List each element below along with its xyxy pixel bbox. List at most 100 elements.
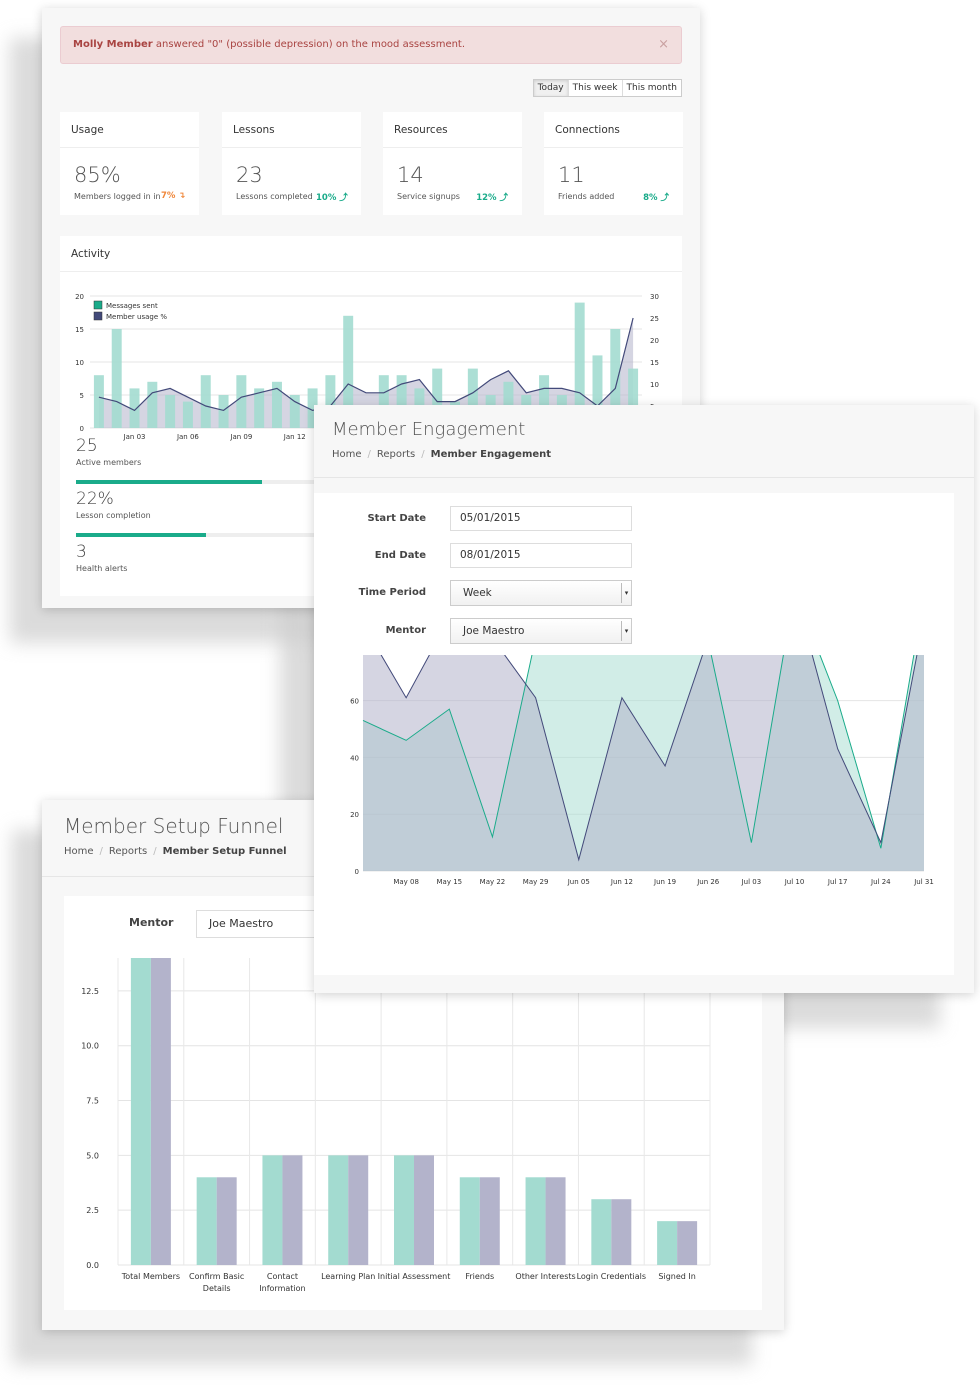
messages-bar bbox=[200, 375, 211, 428]
y-tick-label: 60 bbox=[350, 698, 359, 706]
card-delta: 10% ⤴ bbox=[316, 193, 348, 203]
breadcrumb-current: Member Setup Funnel bbox=[162, 846, 287, 857]
stat-label: Health alerts bbox=[76, 564, 128, 573]
y2-tick-label: 25 bbox=[650, 315, 659, 323]
breadcrumb-home[interactable]: Home bbox=[332, 449, 362, 460]
funnel-bar bbox=[348, 1155, 369, 1265]
y-tick-label: 0.0 bbox=[86, 1261, 99, 1270]
legend-label: Member usage % bbox=[106, 313, 167, 321]
funnel-bar bbox=[677, 1221, 698, 1265]
y-tick-label: 5.0 bbox=[86, 1151, 99, 1160]
messages-bar bbox=[129, 388, 140, 428]
messages-bar bbox=[218, 395, 229, 428]
funnel-bar bbox=[216, 1177, 237, 1265]
active-members-stat: 25 Active members bbox=[76, 436, 141, 467]
chevron-down-icon: ▾ bbox=[621, 583, 631, 603]
funnel-bar bbox=[657, 1221, 678, 1265]
messages-bar bbox=[574, 302, 585, 428]
chevron-down-icon: ▾ bbox=[621, 621, 631, 641]
series-line bbox=[380, 655, 918, 862]
card-subtitle: Service signups bbox=[397, 192, 460, 201]
breadcrumb-reports[interactable]: Reports bbox=[108, 846, 148, 857]
active-members-progress bbox=[76, 480, 376, 484]
funnel-bar bbox=[262, 1155, 283, 1265]
y-tick-label: 7.5 bbox=[86, 1097, 99, 1106]
x-tick-label: May 08 bbox=[393, 878, 419, 886]
breadcrumb-current: Member Engagement bbox=[430, 449, 552, 460]
end-date-input[interactable]: 08/01/2015 bbox=[450, 543, 632, 568]
y-tick-label: 5 bbox=[80, 392, 84, 400]
card-value: 14 bbox=[397, 163, 424, 187]
breadcrumb: Home / Reports / Member Setup Funnel bbox=[64, 846, 287, 857]
y-tick-label: 10.0 bbox=[81, 1042, 99, 1051]
messages-bar bbox=[307, 388, 318, 428]
time-period-select[interactable]: Week ▾ bbox=[450, 580, 632, 606]
divider bbox=[314, 477, 974, 478]
mentor-select[interactable]: Joe Maestro bbox=[196, 910, 396, 938]
resources-card: Resources 14 Service signups 12% ⤴ bbox=[383, 112, 522, 215]
funnel-bar bbox=[130, 958, 151, 1265]
close-icon[interactable]: × bbox=[658, 37, 669, 52]
messages-bar bbox=[182, 401, 193, 428]
range-week-button[interactable]: This week bbox=[567, 80, 622, 96]
stat-label: Active members bbox=[76, 458, 142, 467]
funnel-bar bbox=[282, 1155, 303, 1265]
y-tick-label: 0 bbox=[355, 868, 359, 876]
breadcrumb-reports[interactable]: Reports bbox=[376, 449, 416, 460]
messages-bar bbox=[467, 368, 478, 428]
start-date-input[interactable]: 05/01/2015 bbox=[450, 506, 632, 531]
select-value: Joe Maestro bbox=[463, 625, 525, 637]
y2-tick-label: 20 bbox=[650, 337, 659, 345]
y-tick-label: 20 bbox=[350, 811, 359, 819]
x-tick-label: Friends bbox=[465, 1272, 494, 1281]
alert-member-name[interactable]: Molly Member bbox=[73, 39, 153, 50]
select-value: Week bbox=[463, 587, 492, 599]
messages-bar bbox=[236, 375, 247, 428]
x-tick-label: Confirm Basic bbox=[189, 1272, 244, 1281]
breadcrumb-home[interactable]: Home bbox=[64, 846, 94, 857]
card-delta: 7% ↴ bbox=[161, 191, 186, 201]
card-value: 23 bbox=[236, 163, 263, 187]
messages-bar bbox=[325, 375, 336, 428]
x-tick-label: Jul 24 bbox=[870, 878, 891, 886]
funnel-chart: 0.0 2.5 5.0 7.5 10.0 12.5 Total Members Confirm… bbox=[81, 958, 711, 1293]
stat-value: 22% bbox=[76, 489, 114, 509]
messages-bar bbox=[432, 368, 443, 428]
funnel-bar bbox=[479, 1177, 500, 1265]
engagement-content: Start Date 05/01/2015 End Date 08/01/201… bbox=[314, 493, 954, 975]
messages-bar bbox=[165, 395, 176, 428]
range-today-button[interactable]: Today bbox=[533, 80, 568, 96]
y2-tick-label: 10 bbox=[650, 381, 659, 389]
alert-message: answered "0" (possible depression) on th… bbox=[152, 39, 466, 50]
messages-bar bbox=[289, 395, 300, 428]
messages-bar bbox=[628, 368, 639, 428]
range-month-button[interactable]: This month bbox=[621, 80, 681, 96]
x-tick-label: Information bbox=[259, 1284, 305, 1293]
x-tick-label: Other Interests bbox=[515, 1272, 575, 1281]
funnel-bar bbox=[414, 1155, 434, 1265]
health-alerts-stat: 3 Health alerts bbox=[76, 542, 127, 573]
mentor-label: Mentor bbox=[129, 916, 174, 929]
card-value: 11 bbox=[558, 163, 585, 187]
y-tick-label: 40 bbox=[350, 754, 359, 762]
date-range-toggle: Today This week This month bbox=[532, 79, 682, 97]
mentor-select[interactable]: Joe Maestro ▾ bbox=[450, 618, 632, 644]
end-date-label: End Date bbox=[374, 550, 426, 561]
legend-swatch bbox=[93, 300, 103, 310]
card-value: 85% bbox=[74, 163, 121, 187]
card-subtitle: Members logged in in bbox=[74, 192, 161, 201]
connections-card: Connections 11 Friends added 8% ⤴ bbox=[544, 112, 683, 215]
progress-fill bbox=[76, 480, 262, 484]
stat-value: 25 bbox=[76, 436, 98, 456]
legend-label: Messages sent bbox=[106, 302, 158, 310]
y-tick-label: 15 bbox=[75, 326, 84, 334]
x-tick-label: Learning Plan bbox=[321, 1272, 375, 1281]
x-tick-label: Jan 09 bbox=[229, 433, 252, 441]
time-period-label: Time Period bbox=[358, 587, 426, 598]
y2-tick-label: 30 bbox=[650, 293, 659, 301]
x-tick-label: Total Members bbox=[121, 1272, 180, 1281]
x-tick-label: Login Credentials bbox=[577, 1272, 646, 1281]
series-area bbox=[363, 655, 924, 871]
messages-bar bbox=[396, 375, 407, 428]
